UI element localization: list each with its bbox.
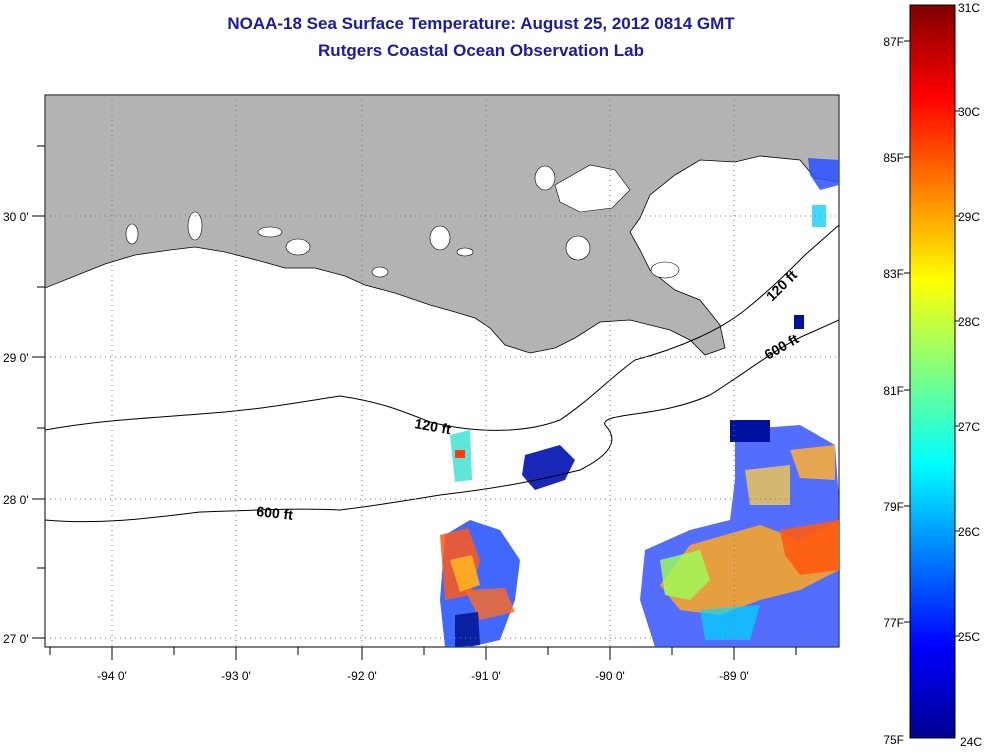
colorbar-f-label: 79F bbox=[883, 500, 904, 514]
lat-tick-label: 30 0' bbox=[3, 210, 29, 224]
inland-lakes bbox=[125, 164, 680, 279]
colorbar-f-label: 83F bbox=[883, 267, 904, 281]
axis-ticks bbox=[32, 145, 797, 660]
isobath-label: 120 ft bbox=[413, 415, 452, 437]
colorbar bbox=[909, 4, 956, 739]
map-title: NOAA-18 Sea Surface Temperature: August … bbox=[227, 14, 735, 33]
colorbar-f-label: 75F bbox=[883, 733, 904, 747]
lon-tick-label: -91 0' bbox=[471, 669, 501, 683]
isobath-lines bbox=[45, 224, 839, 523]
lon-tick-label: -93 0' bbox=[221, 669, 251, 683]
colorbar-f-label: 87F bbox=[883, 35, 904, 49]
graticule bbox=[45, 95, 839, 647]
colorbar-c-label: 30C bbox=[958, 105, 980, 119]
colorbar-c-label: 29C bbox=[958, 210, 980, 224]
colorbar-ticks bbox=[904, 40, 960, 637]
lat-tick-label: 28 0' bbox=[3, 493, 29, 507]
lon-tick-label: -90 0' bbox=[595, 669, 625, 683]
lat-tick-label: 27 0' bbox=[3, 632, 29, 646]
lon-tick-label: -89 0' bbox=[719, 669, 749, 683]
colorbar-c-label: 24C bbox=[960, 735, 982, 749]
colorbar-c-label: 26C bbox=[958, 525, 980, 539]
lon-tick-label: -94 0' bbox=[97, 669, 127, 683]
land-mass bbox=[45, 95, 839, 356]
colorbar-f-label: 85F bbox=[883, 151, 904, 165]
colorbar-f-label: 81F bbox=[883, 384, 904, 398]
map-subtitle: Rutgers Coastal Ocean Observation Lab bbox=[318, 41, 644, 60]
lat-tick-label: 29 0' bbox=[3, 351, 29, 365]
sst-data-patches bbox=[440, 158, 839, 647]
colorbar-c-label: 25C bbox=[958, 630, 980, 644]
lon-tick-label: -92 0' bbox=[347, 669, 377, 683]
colorbar-c-label: 27C bbox=[958, 420, 980, 434]
colorbar-f-label: 77F bbox=[883, 616, 904, 630]
colorbar-c-label: 28C bbox=[958, 315, 980, 329]
colorbar-c-label: 31C bbox=[958, 1, 980, 15]
isobath-label: 600 ft bbox=[256, 503, 294, 523]
